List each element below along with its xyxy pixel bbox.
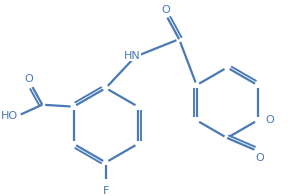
Text: HO: HO <box>0 112 18 122</box>
Text: O: O <box>161 5 170 15</box>
Text: F: F <box>103 186 109 196</box>
Text: O: O <box>265 115 274 125</box>
Text: O: O <box>255 152 264 162</box>
Text: O: O <box>24 74 33 84</box>
Text: HN: HN <box>124 51 140 61</box>
